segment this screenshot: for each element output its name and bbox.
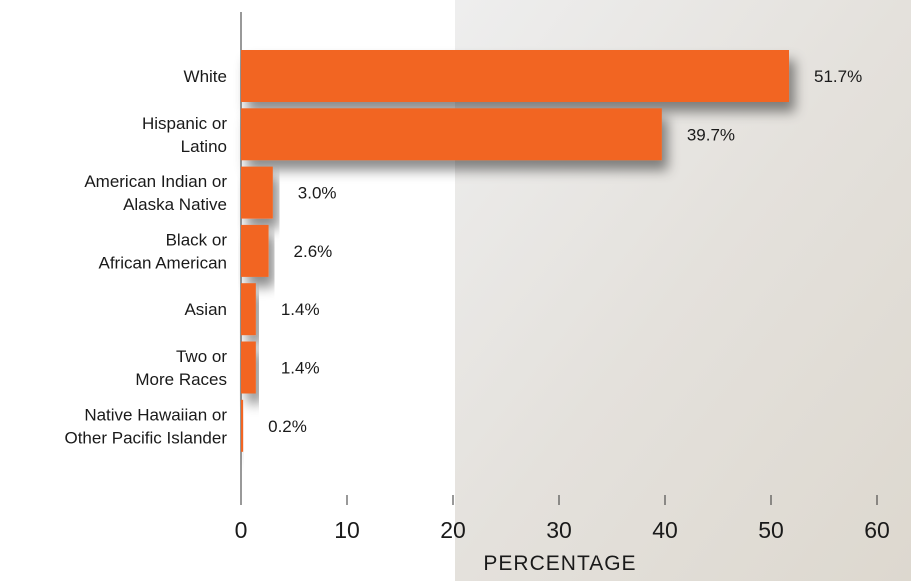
x-tick-label: 10 bbox=[334, 517, 360, 543]
category-label-line: Black or bbox=[166, 230, 228, 249]
category-label-line: Other Pacific Islander bbox=[64, 428, 227, 447]
category-label: Hispanic or Latino bbox=[142, 114, 227, 156]
bar bbox=[241, 283, 256, 336]
bar bbox=[241, 341, 256, 394]
bar bbox=[241, 50, 790, 102]
x-tick-label: 30 bbox=[546, 517, 572, 543]
category-label-line: Asian bbox=[184, 300, 227, 319]
category-label: White bbox=[184, 67, 227, 86]
category-label: Native Hawaiian or Other Pacific Islander bbox=[64, 405, 227, 447]
category-label-line: American Indian or bbox=[84, 172, 227, 191]
value-label: 3.0% bbox=[298, 184, 337, 203]
category-label: Two or More Races bbox=[135, 347, 227, 389]
category-label-line: More Races bbox=[135, 370, 227, 389]
category-label-line: Native Hawaiian or bbox=[84, 405, 227, 424]
category-label-line: Two or bbox=[176, 347, 227, 366]
category-label-line: Alaska Native bbox=[123, 195, 227, 214]
x-tick-label: 50 bbox=[758, 517, 784, 543]
value-label: 39.7% bbox=[687, 125, 735, 144]
category-label-line: Hispanic or bbox=[142, 114, 227, 133]
bar bbox=[241, 399, 244, 452]
bar bbox=[241, 166, 273, 219]
x-tick-label: 60 bbox=[864, 517, 890, 543]
value-label: 2.6% bbox=[294, 242, 333, 261]
x-tick-label: 40 bbox=[652, 517, 678, 543]
value-label: 0.2% bbox=[268, 417, 307, 436]
value-label: 51.7% bbox=[814, 67, 862, 86]
x-axis-label: PERCENTAGE bbox=[483, 552, 636, 575]
category-label-line: Latino bbox=[181, 137, 227, 156]
bar bbox=[241, 108, 662, 161]
x-tick-label: 20 bbox=[440, 517, 466, 543]
category-label-line: African American bbox=[99, 253, 228, 272]
category-label-line: White bbox=[184, 67, 227, 86]
category-label: American Indian or Alaska Native bbox=[84, 172, 227, 214]
x-tick-label: 0 bbox=[235, 517, 248, 543]
value-label: 1.4% bbox=[281, 300, 320, 319]
category-label: Black or African American bbox=[99, 230, 228, 272]
value-label: 1.4% bbox=[281, 359, 320, 378]
category-label: Asian bbox=[184, 300, 227, 319]
bar bbox=[241, 224, 269, 277]
